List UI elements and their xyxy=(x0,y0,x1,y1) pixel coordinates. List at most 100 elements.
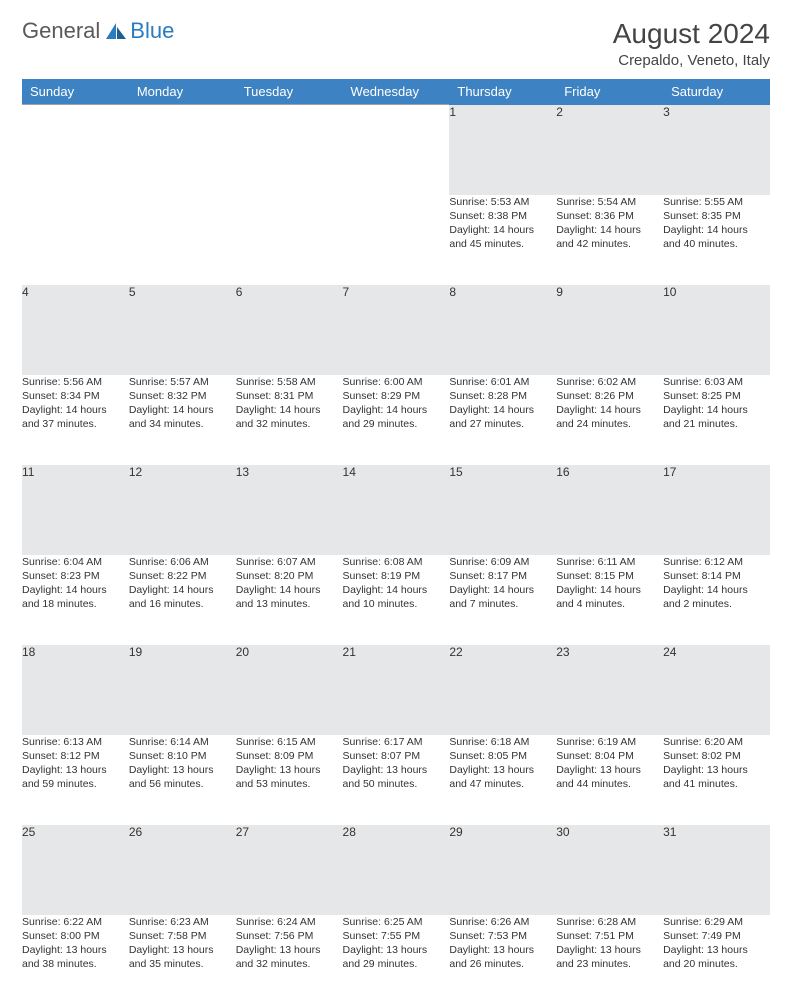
location: Crepaldo, Veneto, Italy xyxy=(613,52,770,69)
daylight-line-1: Daylight: 13 hours xyxy=(129,943,236,957)
sunset-line: Sunset: 8:17 PM xyxy=(449,569,556,583)
sunset-line: Sunset: 8:15 PM xyxy=(556,569,663,583)
day-content-cell: Sunrise: 6:08 AMSunset: 8:19 PMDaylight:… xyxy=(343,555,450,645)
daylight-line-2: and 29 minutes. xyxy=(343,417,450,431)
day-content-cell: Sunrise: 6:03 AMSunset: 8:25 PMDaylight:… xyxy=(663,375,770,465)
sunset-line: Sunset: 8:14 PM xyxy=(663,569,770,583)
day-number-cell: 14 xyxy=(343,465,450,555)
daylight-line-2: and 13 minutes. xyxy=(236,597,343,611)
sunrise-line: Sunrise: 6:29 AM xyxy=(663,915,770,929)
daylight-line-2: and 21 minutes. xyxy=(663,417,770,431)
sunrise-line: Sunrise: 6:06 AM xyxy=(129,555,236,569)
daylight-line-2: and 26 minutes. xyxy=(449,957,556,971)
content-row: Sunrise: 5:53 AMSunset: 8:38 PMDaylight:… xyxy=(22,195,770,285)
sunrise-line: Sunrise: 6:09 AM xyxy=(449,555,556,569)
daynum-row: 45678910 xyxy=(22,285,770,375)
day-content-cell xyxy=(236,195,343,285)
day-number-cell: 17 xyxy=(663,465,770,555)
sunrise-line: Sunrise: 6:26 AM xyxy=(449,915,556,929)
daylight-line-2: and 34 minutes. xyxy=(129,417,236,431)
daylight-line-1: Daylight: 14 hours xyxy=(556,583,663,597)
content-row: Sunrise: 5:56 AMSunset: 8:34 PMDaylight:… xyxy=(22,375,770,465)
day-content-cell: Sunrise: 6:23 AMSunset: 7:58 PMDaylight:… xyxy=(129,915,236,1005)
day-content-cell: Sunrise: 6:13 AMSunset: 8:12 PMDaylight:… xyxy=(22,735,129,825)
daylight-line-1: Daylight: 13 hours xyxy=(556,943,663,957)
sunset-line: Sunset: 8:09 PM xyxy=(236,749,343,763)
day-content-cell: Sunrise: 5:53 AMSunset: 8:38 PMDaylight:… xyxy=(449,195,556,285)
sunset-line: Sunset: 8:22 PM xyxy=(129,569,236,583)
day-number-cell: 22 xyxy=(449,645,556,735)
daylight-line-2: and 50 minutes. xyxy=(343,777,450,791)
day-content-cell: Sunrise: 6:11 AMSunset: 8:15 PMDaylight:… xyxy=(556,555,663,645)
day-number-cell xyxy=(22,105,129,195)
day-number-cell: 18 xyxy=(22,645,129,735)
sunrise-line: Sunrise: 6:17 AM xyxy=(343,735,450,749)
daylight-line-1: Daylight: 13 hours xyxy=(449,943,556,957)
daylight-line-2: and 4 minutes. xyxy=(556,597,663,611)
daylight-line-1: Daylight: 13 hours xyxy=(22,763,129,777)
sunset-line: Sunset: 8:20 PM xyxy=(236,569,343,583)
day-number-cell: 19 xyxy=(129,645,236,735)
daylight-line-1: Daylight: 13 hours xyxy=(663,763,770,777)
daylight-line-1: Daylight: 14 hours xyxy=(663,583,770,597)
day-content-cell: Sunrise: 6:28 AMSunset: 7:51 PMDaylight:… xyxy=(556,915,663,1005)
daylight-line-2: and 47 minutes. xyxy=(449,777,556,791)
sunset-line: Sunset: 8:38 PM xyxy=(449,209,556,223)
daylight-line-1: Daylight: 14 hours xyxy=(129,403,236,417)
day-content-cell xyxy=(129,195,236,285)
sunrise-line: Sunrise: 6:19 AM xyxy=(556,735,663,749)
sunrise-line: Sunrise: 6:15 AM xyxy=(236,735,343,749)
day-number-cell: 24 xyxy=(663,645,770,735)
content-row: Sunrise: 6:13 AMSunset: 8:12 PMDaylight:… xyxy=(22,735,770,825)
day-content-cell: Sunrise: 6:14 AMSunset: 8:10 PMDaylight:… xyxy=(129,735,236,825)
daynum-row: 18192021222324 xyxy=(22,645,770,735)
sunset-line: Sunset: 7:51 PM xyxy=(556,929,663,943)
daylight-line-1: Daylight: 14 hours xyxy=(22,403,129,417)
sunset-line: Sunset: 8:26 PM xyxy=(556,389,663,403)
daynum-row: 123 xyxy=(22,105,770,195)
sunrise-line: Sunrise: 6:11 AM xyxy=(556,555,663,569)
day-content-cell: Sunrise: 6:20 AMSunset: 8:02 PMDaylight:… xyxy=(663,735,770,825)
day-number-cell xyxy=(236,105,343,195)
daylight-line-2: and 27 minutes. xyxy=(449,417,556,431)
sunset-line: Sunset: 7:53 PM xyxy=(449,929,556,943)
daylight-line-2: and 32 minutes. xyxy=(236,957,343,971)
day-content-cell: Sunrise: 6:02 AMSunset: 8:26 PMDaylight:… xyxy=(556,375,663,465)
day-content-cell: Sunrise: 6:15 AMSunset: 8:09 PMDaylight:… xyxy=(236,735,343,825)
sunrise-line: Sunrise: 5:57 AM xyxy=(129,375,236,389)
header: General Blue August 2024 Crepaldo, Venet… xyxy=(22,18,770,69)
weekday-header-row: Sunday Monday Tuesday Wednesday Thursday… xyxy=(22,79,770,105)
sunrise-line: Sunrise: 6:20 AM xyxy=(663,735,770,749)
sunset-line: Sunset: 8:31 PM xyxy=(236,389,343,403)
day-number-cell: 23 xyxy=(556,645,663,735)
daylight-line-2: and 38 minutes. xyxy=(22,957,129,971)
daylight-line-2: and 40 minutes. xyxy=(663,237,770,251)
sunrise-line: Sunrise: 6:25 AM xyxy=(343,915,450,929)
sunset-line: Sunset: 8:34 PM xyxy=(22,389,129,403)
daylight-line-1: Daylight: 14 hours xyxy=(556,223,663,237)
day-content-cell: Sunrise: 5:55 AMSunset: 8:35 PMDaylight:… xyxy=(663,195,770,285)
sunrise-line: Sunrise: 6:14 AM xyxy=(129,735,236,749)
day-content-cell xyxy=(22,195,129,285)
day-content-cell: Sunrise: 6:01 AMSunset: 8:28 PMDaylight:… xyxy=(449,375,556,465)
day-content-cell: Sunrise: 6:24 AMSunset: 7:56 PMDaylight:… xyxy=(236,915,343,1005)
day-number-cell: 3 xyxy=(663,105,770,195)
sunrise-line: Sunrise: 6:08 AM xyxy=(343,555,450,569)
sunrise-line: Sunrise: 6:12 AM xyxy=(663,555,770,569)
day-number-cell: 9 xyxy=(556,285,663,375)
day-number-cell: 11 xyxy=(22,465,129,555)
sunrise-line: Sunrise: 5:55 AM xyxy=(663,195,770,209)
daylight-line-2: and 42 minutes. xyxy=(556,237,663,251)
daylight-line-1: Daylight: 13 hours xyxy=(343,943,450,957)
daylight-line-2: and 23 minutes. xyxy=(556,957,663,971)
content-row: Sunrise: 6:04 AMSunset: 8:23 PMDaylight:… xyxy=(22,555,770,645)
month-title: August 2024 xyxy=(613,18,770,50)
day-content-cell: Sunrise: 6:07 AMSunset: 8:20 PMDaylight:… xyxy=(236,555,343,645)
day-number-cell: 12 xyxy=(129,465,236,555)
daylight-line-1: Daylight: 13 hours xyxy=(236,943,343,957)
daylight-line-1: Daylight: 13 hours xyxy=(236,763,343,777)
daylight-line-2: and 18 minutes. xyxy=(22,597,129,611)
sunrise-line: Sunrise: 5:54 AM xyxy=(556,195,663,209)
day-content-cell: Sunrise: 6:26 AMSunset: 7:53 PMDaylight:… xyxy=(449,915,556,1005)
day-content-cell: Sunrise: 6:04 AMSunset: 8:23 PMDaylight:… xyxy=(22,555,129,645)
